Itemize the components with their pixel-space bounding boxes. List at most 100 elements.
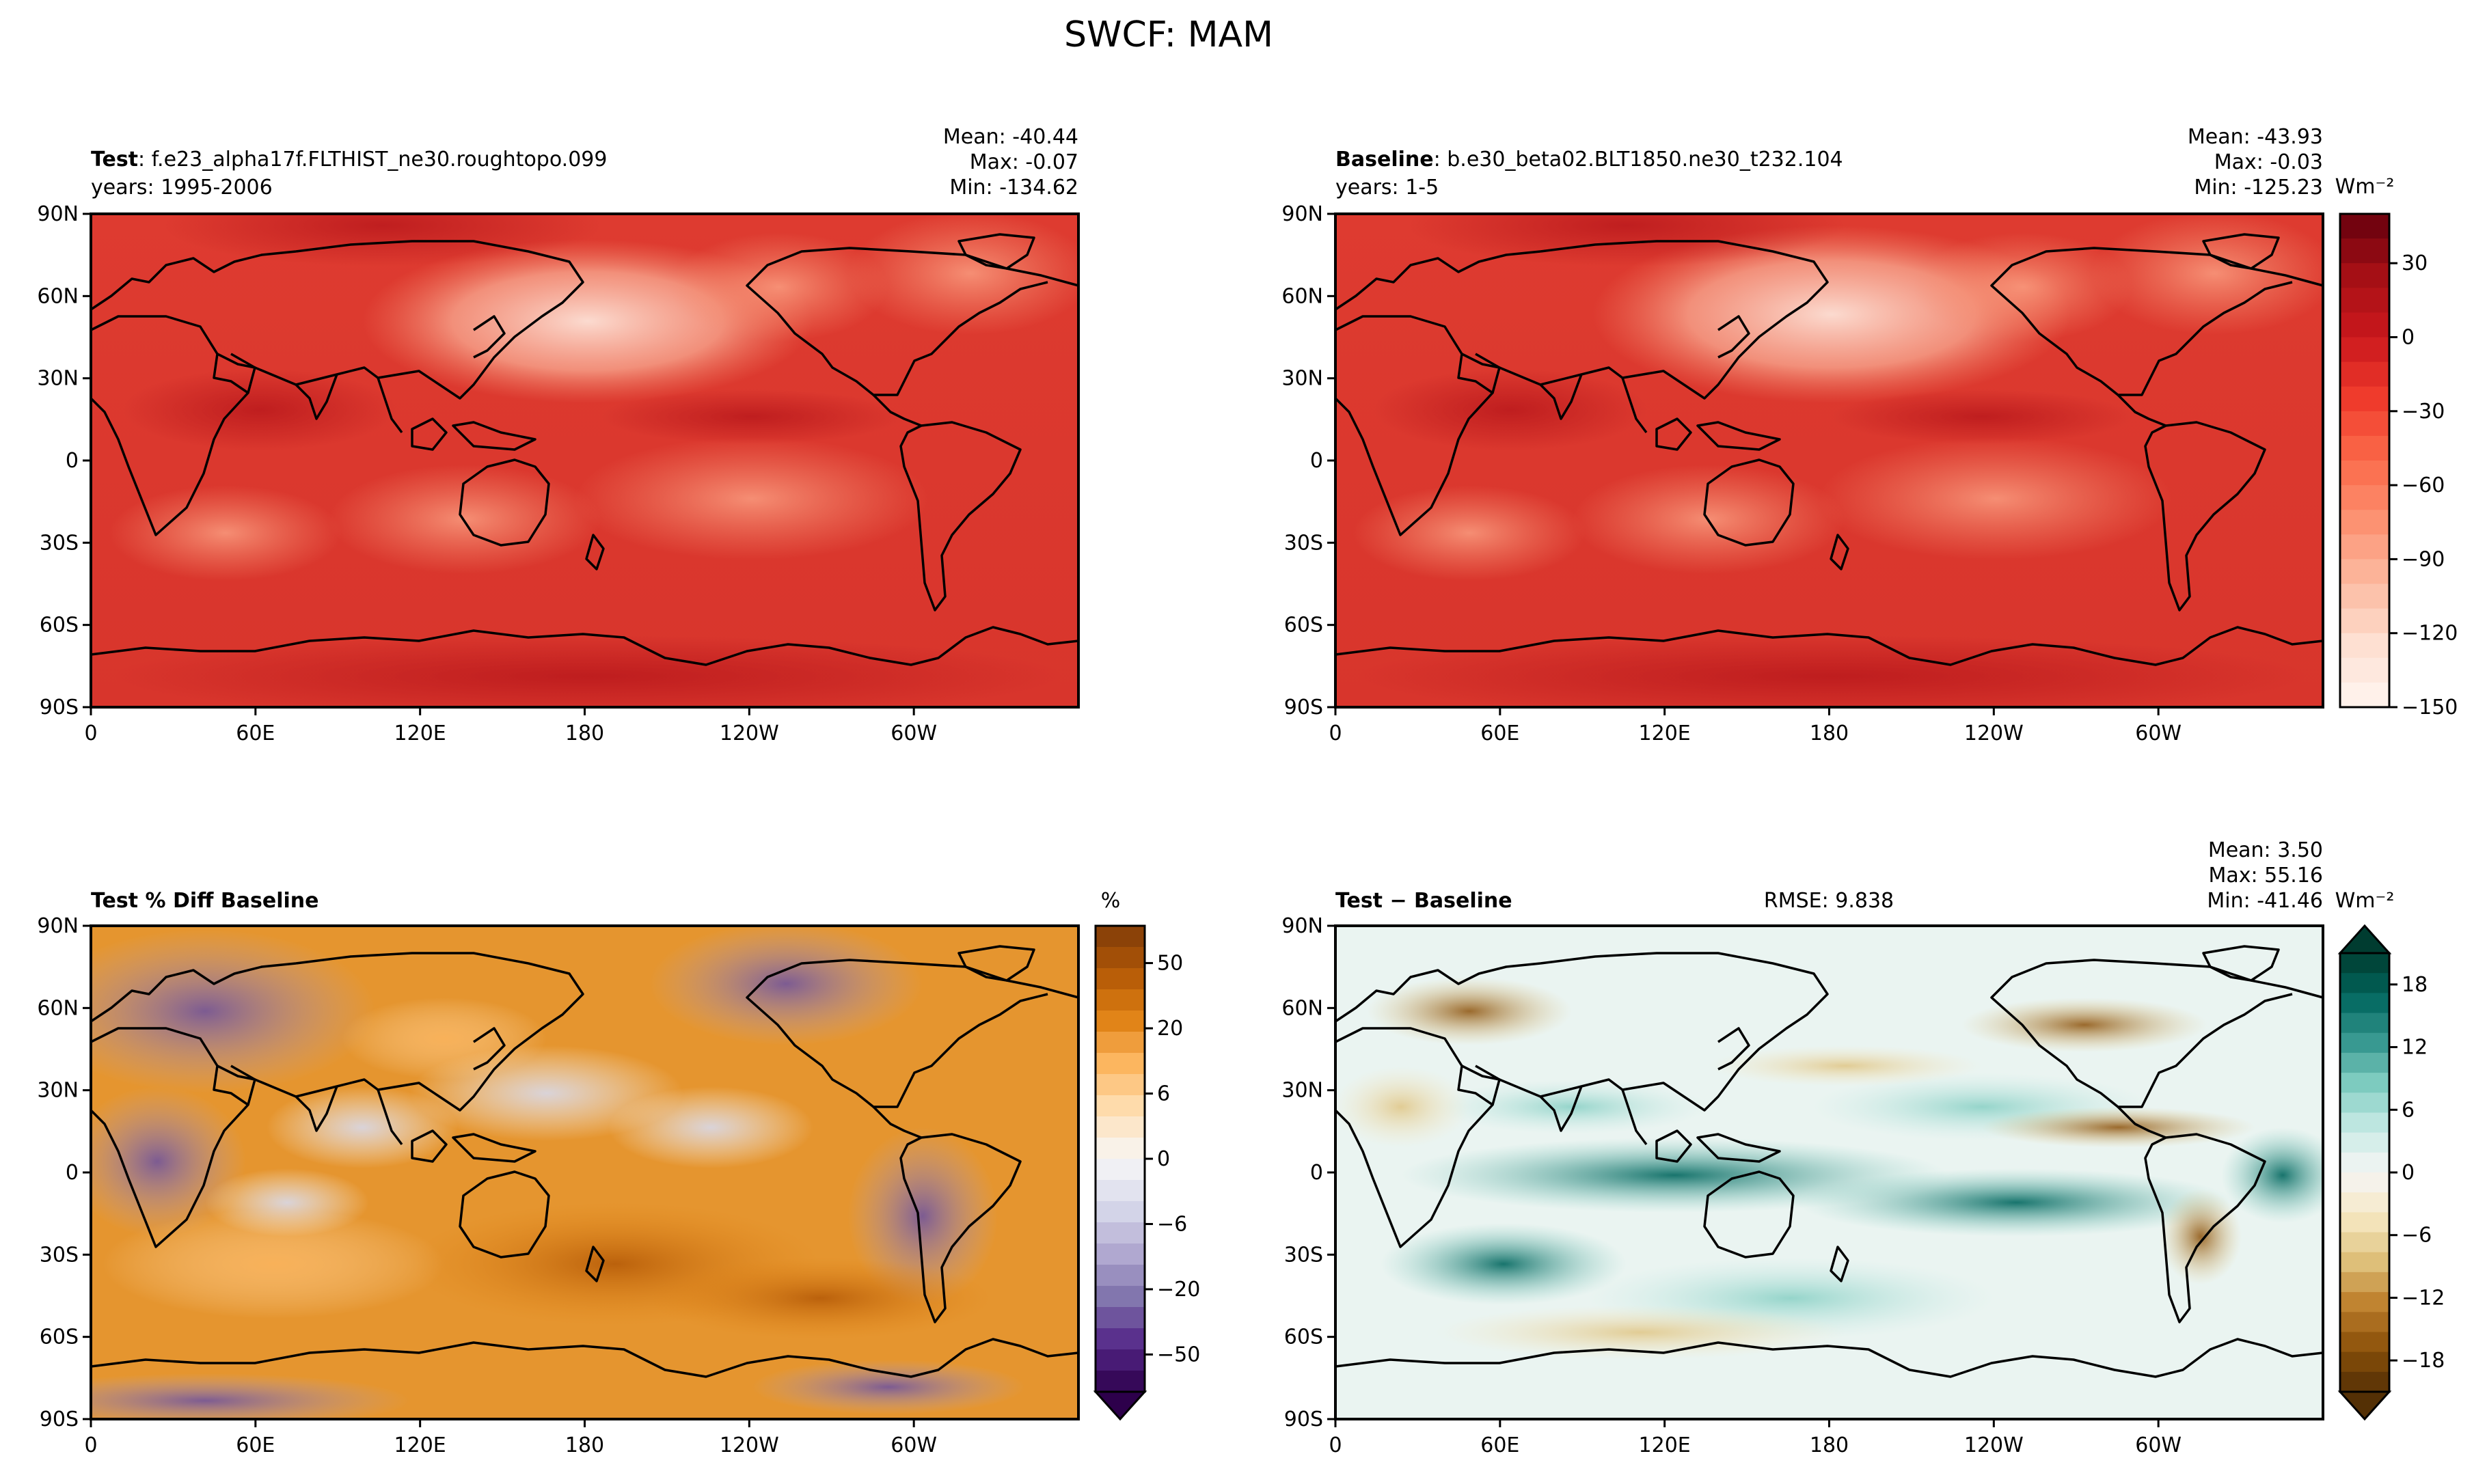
colorbar-tick-label: −60 xyxy=(2402,473,2445,497)
y-tick-label: 0 xyxy=(66,449,79,473)
y-tick-label: 0 xyxy=(66,1161,79,1185)
colorbar-segment xyxy=(1096,1328,1145,1350)
colorbar-segment xyxy=(2340,1172,2389,1193)
x-tick-label: 120E xyxy=(1639,1433,1691,1457)
colorbar-tick-label: −30 xyxy=(2402,400,2445,424)
baseline-colorbar-unit: Wm⁻² xyxy=(2335,175,2395,199)
x-tick-label: 180 xyxy=(565,1433,604,1457)
x-tick-label: 0 xyxy=(1329,1433,1342,1457)
colorbar-segment xyxy=(1096,968,1145,990)
colorbar-tick-label: 6 xyxy=(2402,1098,2415,1122)
y-tick-label: 60N xyxy=(1281,996,1323,1020)
x-tick-label: 60W xyxy=(2135,722,2182,745)
x-tick-label: 120W xyxy=(1964,1433,2024,1457)
colorbar-segment xyxy=(2340,1351,2389,1373)
colorbar-segment xyxy=(2340,1192,2389,1213)
colorbar-segment xyxy=(2340,361,2389,387)
y-tick-label: 30N xyxy=(1281,367,1323,391)
colorbar-segment xyxy=(1096,1116,1145,1138)
colorbar-tick-label: 0 xyxy=(2402,326,2415,350)
baseline-axis-ticks: 0 60E 120E 180 120W 60W 90N 60N 30N 0 30S 60S 90S xyxy=(1281,202,2182,745)
colorbar-segment xyxy=(1096,1307,1145,1329)
colorbar-segment xyxy=(2340,1132,2389,1153)
colorbar-tick-label: 50 xyxy=(1157,952,1183,976)
y-tick-label: 30S xyxy=(1284,531,1323,555)
x-tick-label: 0 xyxy=(84,1433,97,1457)
colorbar-segment xyxy=(1096,989,1145,1011)
y-tick-label: 90N xyxy=(1281,202,1323,226)
y-tick-label: 90S xyxy=(40,696,79,719)
x-tick-label: 120W xyxy=(720,1433,779,1457)
colorbar-segment xyxy=(1096,1371,1145,1392)
x-tick-label: 0 xyxy=(1329,722,1342,745)
colorbar-segment xyxy=(2340,1332,2389,1353)
colorbar-tick-label: 6 xyxy=(1157,1082,1170,1106)
y-tick-label: 0 xyxy=(1310,449,1323,473)
colorbar-segment xyxy=(2340,608,2389,634)
y-tick-label: 90N xyxy=(1281,914,1323,938)
x-tick-label: 60W xyxy=(2135,1433,2182,1457)
baseline-stat-mean: Mean: -43.93 xyxy=(2188,125,2323,149)
colorbar-extend-bottom xyxy=(1093,1390,1147,1421)
y-tick-label: 60S xyxy=(1284,614,1323,637)
test-stat-min: Min: -134.62 xyxy=(949,176,1078,200)
colorbar-frame xyxy=(2339,212,2391,709)
colorbar-segment xyxy=(2340,312,2389,338)
colorbar-tick-label: −6 xyxy=(2402,1224,2432,1248)
colorbar-segment xyxy=(2340,1212,2389,1233)
x-tick-label: 120E xyxy=(394,1433,446,1457)
y-tick-label: 90S xyxy=(40,1407,79,1431)
colorbar-segment xyxy=(1096,1286,1145,1308)
colorbar-segment xyxy=(2340,559,2389,584)
colorbar-segment xyxy=(1096,1032,1145,1054)
x-tick-label: 120W xyxy=(1964,722,2024,745)
panel-test: Test: f.e23_alpha17f.FLTHIST_ne30.rought… xyxy=(37,125,1080,745)
y-tick-label: 30N xyxy=(37,1079,79,1103)
colorbar-segment xyxy=(2340,1073,2389,1093)
colorbar-tick-label: 0 xyxy=(2402,1161,2415,1185)
colorbar-segment xyxy=(1096,1053,1145,1075)
colorbar-tick-label: 20 xyxy=(1157,1017,1183,1041)
colorbar-segment xyxy=(2340,534,2389,560)
colorbar-tick-label: 0 xyxy=(1157,1147,1170,1171)
colorbar-segment xyxy=(2340,1252,2389,1273)
colorbar-segment xyxy=(2340,1112,2389,1133)
diff-colorbar-unit: Wm⁻² xyxy=(2335,889,2395,913)
test-panel-label: Test: f.e23_alpha17f.FLTHIST_ne30.rought… xyxy=(91,148,607,171)
colorbar-segment xyxy=(1096,926,1145,948)
colorbar-segment xyxy=(1096,1180,1145,1202)
colorbar-segment xyxy=(2340,1052,2389,1073)
colorbar-segment xyxy=(2340,657,2389,683)
colorbar-segment xyxy=(2340,238,2389,264)
x-tick-label: 180 xyxy=(1810,722,1849,745)
pct-diff-map-field xyxy=(91,926,1078,1419)
y-tick-label: 60N xyxy=(37,284,79,308)
colorbar-segment xyxy=(2340,510,2389,535)
x-tick-label: 60E xyxy=(1480,722,1519,745)
colorbar-tick-label: 12 xyxy=(2402,1036,2428,1060)
colorbar-segment xyxy=(2340,1272,2389,1293)
test-axis-ticks: 0 60E 120E 180 120W 60W 90N 60N 30N 0 30S 60S 90S xyxy=(37,202,937,745)
test-map-field xyxy=(91,214,1078,707)
y-tick-label: 90S xyxy=(1284,1407,1323,1431)
colorbar-segment xyxy=(2340,411,2389,437)
x-tick-label: 60W xyxy=(891,722,937,745)
colorbar-segment xyxy=(1096,1095,1145,1117)
colorbar-segment xyxy=(2340,435,2389,461)
y-tick-label: 60S xyxy=(40,614,79,637)
x-tick-label: 120E xyxy=(394,722,446,745)
colorbar-extend-bottom xyxy=(2337,1390,2392,1421)
x-tick-label: 60E xyxy=(236,722,275,745)
panel-baseline: Baseline: b.e30_beta02.BLT1850.ne30_t232… xyxy=(1281,125,2458,745)
colorbar-segment xyxy=(1096,1222,1145,1244)
baseline-map-field xyxy=(1335,214,2323,707)
colorbar-segment xyxy=(1096,1243,1145,1265)
x-tick-label: 60E xyxy=(1480,1433,1519,1457)
colorbar-segment xyxy=(1096,1201,1145,1223)
colorbar-segment xyxy=(1096,947,1145,969)
colorbar-segment xyxy=(2340,461,2389,486)
colorbar-segment xyxy=(1096,1011,1145,1032)
colorbar-tick-label: −20 xyxy=(1157,1278,1200,1302)
pct-diff-colorbar-unit: % xyxy=(1101,889,1121,913)
y-tick-label: 0 xyxy=(1310,1161,1323,1185)
